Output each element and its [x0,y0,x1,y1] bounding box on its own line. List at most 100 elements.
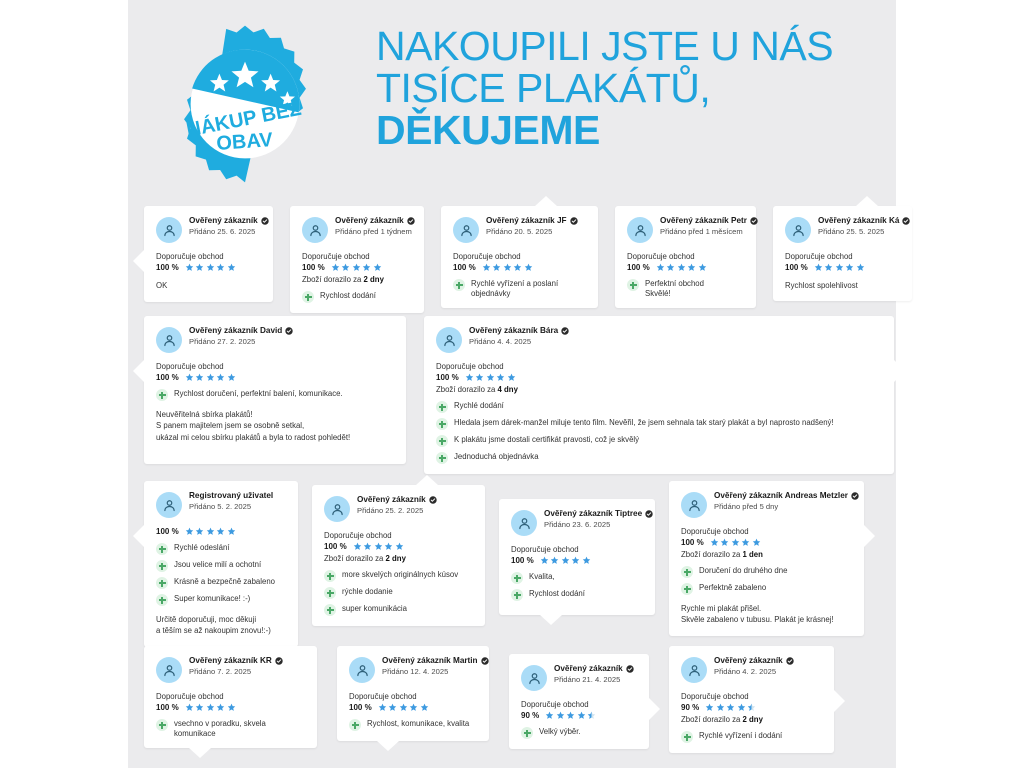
headline-line-3: DĚKUJEME [376,106,600,153]
reviewer-name: Ověřený zákazník Andreas Metzler [714,491,859,500]
pro-item: Rychlost, komunikace, kvalita [349,719,477,731]
review-card[interactable]: Ověřený zákazník KR Přidáno 7. 2. 2025 Dop… [144,646,317,759]
pro-item: vsechno v poradku, skvela komunikace [156,719,305,738]
user-avatar-icon [163,664,175,676]
pros-list: Perfektní obchod Skvělé! [627,279,744,298]
star-icon [582,556,590,564]
review-card[interactable]: Ověřený zákazník David Přidáno 27. 2. 202… [133,316,406,464]
avatar [349,657,375,683]
recommends-label: Doporučuje obchod [302,252,370,261]
star-icon [752,538,760,546]
star-icon [571,556,580,564]
review-header: Ověřený zákazník JF Přidáno 20. 5. 2025 [453,216,586,243]
user-avatar-icon [163,224,175,236]
rating-percent: 100 % [156,263,179,272]
star-icon [216,373,225,381]
rating-percent: 100 % [324,542,347,551]
star-half-icon [748,703,756,711]
pros-list: Kvalita, Rychlost dodání [511,572,643,601]
star-icon [353,542,361,550]
review-card[interactable]: Ověřený zákazník Přidáno před 1 týdnem Dop… [290,206,424,313]
avatar [521,665,547,691]
review-body: Doporučuje obchod 100 % Perfektní obchod Sk… [627,252,744,298]
review-card[interactable]: Ověřený zákazník Petr Přidáno před 1 měsí… [615,206,758,309]
star-icon [550,556,559,564]
rating-row: 100 % [156,703,305,712]
review-date: Přidáno 20. 5. 2025 [486,227,553,236]
review-card[interactable]: Ověřený zákazník Přidáno 25. 6. 2025 Dopor… [133,206,273,302]
review-date: Přidáno před 1 měsícem [660,227,743,236]
star-icon [185,263,193,271]
pros-list: Rychlé odeslání Jsou velice milí a ochotn… [156,543,286,606]
star-icon [716,703,724,711]
review-card[interactable]: Ověřený zákazník Ká Přidáno 25. 5. 2025 Do… [773,196,912,302]
plus-icon [156,577,168,589]
pro-text: Rychlé odeslání [174,543,230,552]
star-icon [540,556,548,564]
review-card[interactable]: Registrovaný uživatel Přidáno 5. 2. 2025 1… [133,481,298,647]
star-icon [486,373,494,381]
review-date: Přidáno 12. 4. 2025 [382,667,449,676]
review-card[interactable]: Ověřený zákazník Andreas Metzler Přidáno … [669,481,875,636]
recommends-label: Doporučuje obchod [156,692,224,701]
speech-tail [539,615,562,625]
review-date: Přidáno před 1 týdnem [335,227,412,236]
reviews-row: Ověřený zákazník KR Přidáno 7. 2. 2025 Dop… [144,646,912,759]
note-line: Neuvěřitelná sbírka plakátů! [156,410,253,419]
review-card[interactable]: Ověřený zákazník Přidáno 4. 2. 2025 Doporu… [669,646,845,753]
star-rating [710,538,761,547]
plus-icon [453,279,465,291]
plus-icon [436,435,448,447]
pro-item: Rychlost dodání [511,589,643,601]
verified-badge-icon [645,509,653,518]
delivery-time: Zboží dorazilo za 2 dny [302,275,384,284]
star-icon [482,263,490,271]
star-icon [503,263,511,271]
star-icon [378,703,386,711]
review-card[interactable]: Ověřený zákazník Přidáno 25. 2. 2025 Dopor… [312,475,485,626]
reviewer-name: Ověřený zákazník David [189,326,293,335]
verified-badge-icon [285,326,293,335]
review-card[interactable]: Ověřený zákazník Tiptree Přidáno 23. 6. 2… [499,499,655,625]
verified-badge-icon [261,216,269,225]
plus-icon [324,587,336,599]
headline-line-1: NAKOUPILI JSTE U NÁS [376,23,834,69]
rating-percent: 100 % [302,263,325,272]
star-icon [666,263,675,271]
review-date: Přidáno 5. 2. 2025 [189,502,252,511]
user-avatar-icon [688,499,700,511]
recommends-label: Doporučuje obchod [681,527,749,536]
pro-text: Rychlost, komunikace, kvalita [367,719,470,728]
delivery-time: Zboží dorazilo za 4 dny [436,385,518,394]
review-card[interactable]: Ověřený zákazník Martin Přidáno 12. 4. 20… [337,646,489,751]
review-card[interactable]: Ověřený zákazník Bára Přidáno 4. 4. 2025 D… [424,316,905,474]
pro-text: Kvalita, [529,572,555,581]
star-icon [845,263,854,271]
star-icon [195,703,204,711]
review-card[interactable]: Ověřený zákazník Přidáno 21. 4. 2025 Dopor… [509,654,660,749]
verified-badge-icon [626,664,634,673]
plus-icon [681,566,693,578]
avatar [156,217,182,243]
review-header: Ověřený zákazník Petr Přidáno před 1 měsí… [627,216,758,243]
pro-item: Rychlé dodání [436,401,882,413]
review-body: Doporučuje obchod 90 % Velký výběr. [521,700,637,739]
review-card[interactable]: Ověřený zákazník JF Přidáno 20. 5. 2025 Do… [441,196,598,309]
user-avatar-icon [528,672,540,684]
plus-icon [156,719,168,731]
pro-item: Doručení do druhého dne [681,566,852,578]
note-line: ukázal mi celou sbírku plakátů a byla to… [156,432,351,442]
star-icon [384,542,393,550]
star-icon [373,263,381,271]
star-icon [814,263,822,271]
pros-list: Rychlé vyřízení i dodání [681,731,822,743]
user-avatar-icon [518,517,530,529]
review-body: Doporučuje obchod 90 % Zboží dorazilo za 2… [681,692,822,743]
review-header: Ověřený zákazník Martin Přidáno 12. 4. 20… [349,656,489,683]
star-icon [687,263,696,271]
pro-item: Jednoduchá objednávka [436,452,882,464]
avatar [681,657,707,683]
verified-badge-icon [569,216,578,225]
recommends-label: Doporučuje obchod [349,692,417,701]
review-note: Rychlost spolehlivost [785,280,900,291]
